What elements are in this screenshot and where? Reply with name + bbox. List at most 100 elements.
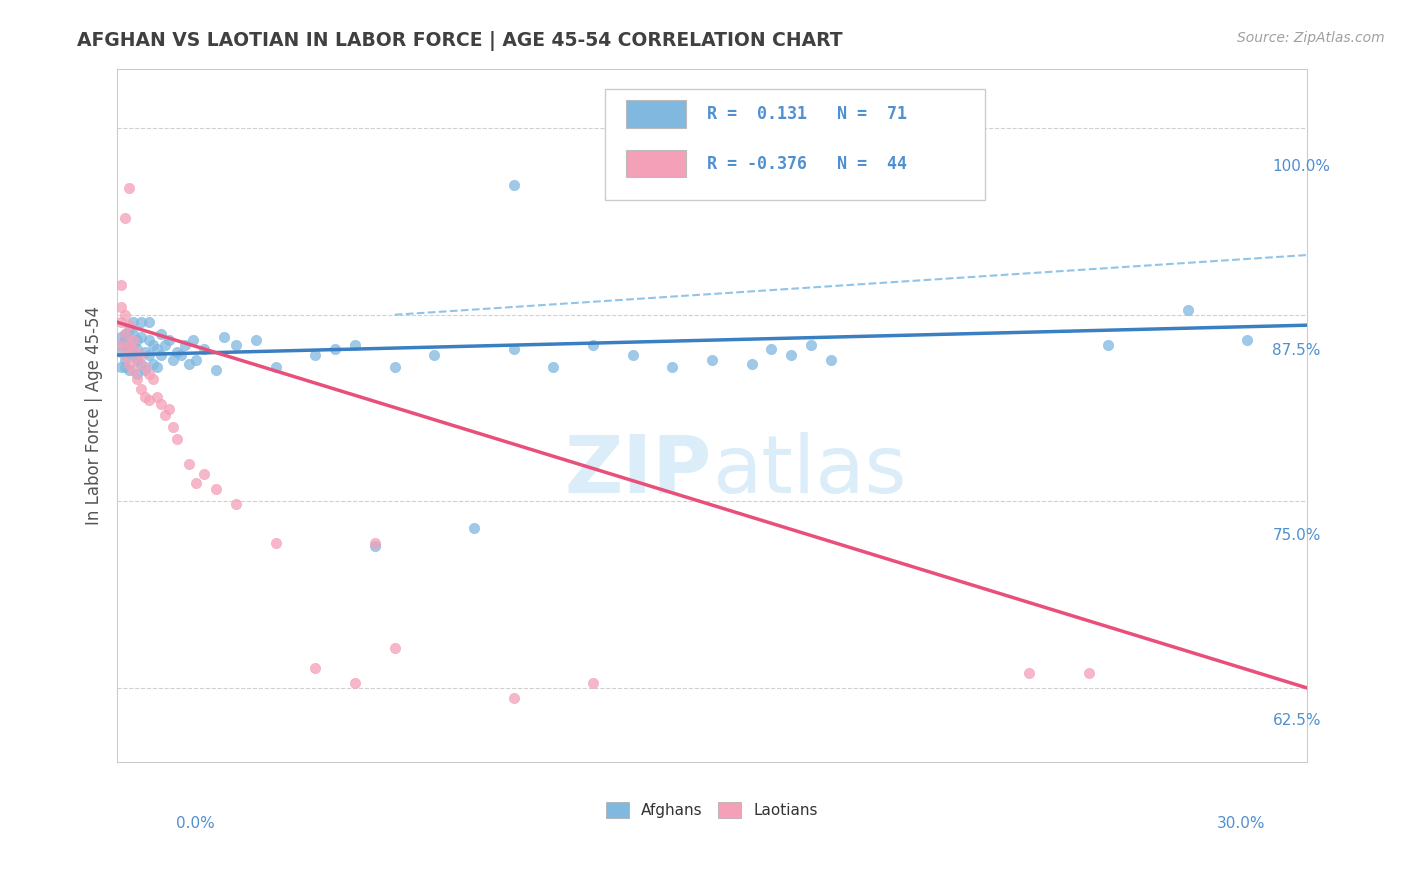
Point: [1177, 303, 1199, 318]
Point: [212, 330, 235, 344]
Point: [169, 348, 191, 362]
Point: [149, 327, 172, 342]
Point: [114, 333, 136, 347]
Point: [110, 359, 132, 374]
Y-axis label: In Labor Force | Age 45-54: In Labor Force | Age 45-54: [86, 306, 103, 525]
Point: [225, 497, 247, 511]
Point: [177, 457, 200, 471]
Point: [146, 359, 169, 374]
Point: [543, 359, 565, 374]
Point: [149, 348, 172, 362]
Point: [122, 337, 145, 351]
Point: [162, 352, 184, 367]
Point: [384, 640, 406, 655]
Point: [264, 359, 287, 374]
Point: [205, 483, 228, 497]
Point: [118, 181, 141, 195]
Legend: Afghans, Laotians: Afghans, Laotians: [600, 796, 824, 824]
Point: [138, 348, 160, 362]
Point: [134, 390, 156, 404]
Point: [502, 691, 524, 706]
Point: [186, 352, 208, 367]
Point: [1018, 665, 1040, 680]
Point: [134, 363, 156, 377]
Text: 75.0%: 75.0%: [1272, 528, 1320, 543]
Point: [114, 359, 136, 374]
Point: [149, 397, 172, 411]
Text: 30.0%: 30.0%: [1218, 816, 1265, 831]
Point: [1097, 337, 1119, 351]
Point: [177, 357, 200, 371]
Point: [245, 333, 267, 347]
Point: [110, 300, 132, 314]
Point: [122, 315, 145, 329]
Point: [661, 359, 683, 374]
Point: [193, 342, 215, 356]
Point: [129, 315, 152, 329]
FancyBboxPatch shape: [605, 89, 986, 201]
Point: [423, 348, 446, 362]
Point: [186, 476, 208, 491]
Point: [344, 676, 367, 690]
Point: [134, 359, 156, 374]
Point: [582, 337, 605, 351]
Point: [502, 342, 524, 356]
Point: [1236, 333, 1258, 347]
Point: [114, 327, 136, 342]
Point: [1077, 665, 1099, 680]
Point: [146, 390, 169, 404]
Point: [125, 368, 148, 382]
Text: 0.0%: 0.0%: [176, 816, 215, 831]
Point: [122, 327, 145, 342]
Text: 87.5%: 87.5%: [1272, 343, 1320, 359]
Point: [205, 363, 228, 377]
Point: [502, 178, 524, 192]
Point: [118, 357, 141, 371]
Point: [125, 372, 148, 386]
Point: [153, 408, 176, 422]
Point: [741, 357, 763, 371]
Point: [225, 337, 247, 351]
Point: [138, 368, 160, 382]
Point: [129, 348, 152, 362]
Point: [364, 539, 387, 553]
Point: [173, 337, 195, 351]
Text: 100.0%: 100.0%: [1272, 159, 1330, 174]
Point: [122, 333, 145, 347]
Point: [780, 348, 803, 362]
Point: [166, 432, 188, 446]
Point: [384, 359, 406, 374]
Point: [125, 342, 148, 356]
Point: [142, 357, 165, 371]
Point: [122, 363, 145, 377]
Point: [142, 337, 165, 351]
Point: [110, 330, 132, 344]
Point: [193, 467, 215, 482]
Point: [162, 419, 184, 434]
Point: [110, 345, 132, 359]
Point: [110, 337, 132, 351]
Text: AFGHAN VS LAOTIAN IN LABOR FORCE | AGE 45-54 CORRELATION CHART: AFGHAN VS LAOTIAN IN LABOR FORCE | AGE 4…: [77, 31, 844, 51]
Point: [125, 333, 148, 347]
Point: [122, 342, 145, 356]
Point: [142, 372, 165, 386]
Point: [153, 337, 176, 351]
Point: [146, 342, 169, 356]
Point: [118, 337, 141, 351]
Text: R = -0.376   N =  44: R = -0.376 N = 44: [707, 154, 907, 172]
Point: [114, 308, 136, 322]
Point: [114, 352, 136, 367]
Point: [463, 521, 485, 535]
Point: [157, 401, 180, 416]
Point: [118, 337, 141, 351]
FancyBboxPatch shape: [626, 150, 686, 178]
Point: [761, 342, 783, 356]
Point: [125, 352, 148, 367]
Point: [118, 323, 141, 337]
Point: [700, 352, 723, 367]
Point: [304, 348, 326, 362]
Point: [582, 676, 605, 690]
Point: [820, 352, 842, 367]
Point: [129, 383, 152, 397]
Point: [264, 536, 287, 550]
